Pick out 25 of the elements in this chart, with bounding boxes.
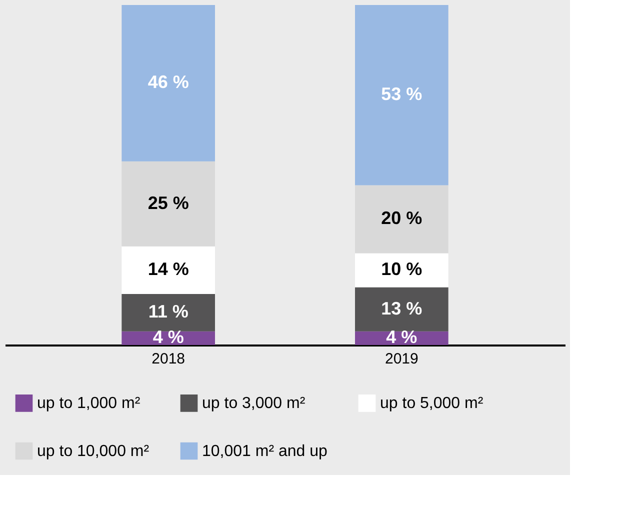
bar (355, 185, 448, 254)
data-label: 4 % (152, 327, 184, 348)
legend-label: up to 10,000 m² (37, 443, 150, 460)
bar (122, 246, 215, 294)
data-label: 14 % (148, 259, 189, 280)
legend-label: 10,001 m² and up (202, 443, 328, 460)
data-label: 46 % (148, 72, 189, 92)
x-tick-label: 2019 (384, 350, 418, 368)
data-label: 10 % (381, 259, 422, 280)
x-tick-label: 2018 (152, 350, 186, 368)
bar (122, 161, 215, 246)
legend-label: up to 1,000 m² (37, 395, 141, 412)
data-label: 53 % (381, 84, 422, 104)
legend-label: up to 5,000 m² (380, 395, 484, 412)
bar (355, 287, 448, 332)
bar (122, 294, 215, 332)
data-label: 25 % (148, 192, 189, 213)
data-label: 13 % (381, 298, 422, 318)
data-label: 4 % (386, 327, 418, 348)
bar (355, 5, 448, 186)
data-label: 20 % (381, 208, 422, 228)
legend-label: up to 3,000 m² (202, 395, 306, 412)
data-label: 11 % (148, 302, 188, 322)
bar (122, 5, 215, 162)
bar (355, 253, 448, 288)
